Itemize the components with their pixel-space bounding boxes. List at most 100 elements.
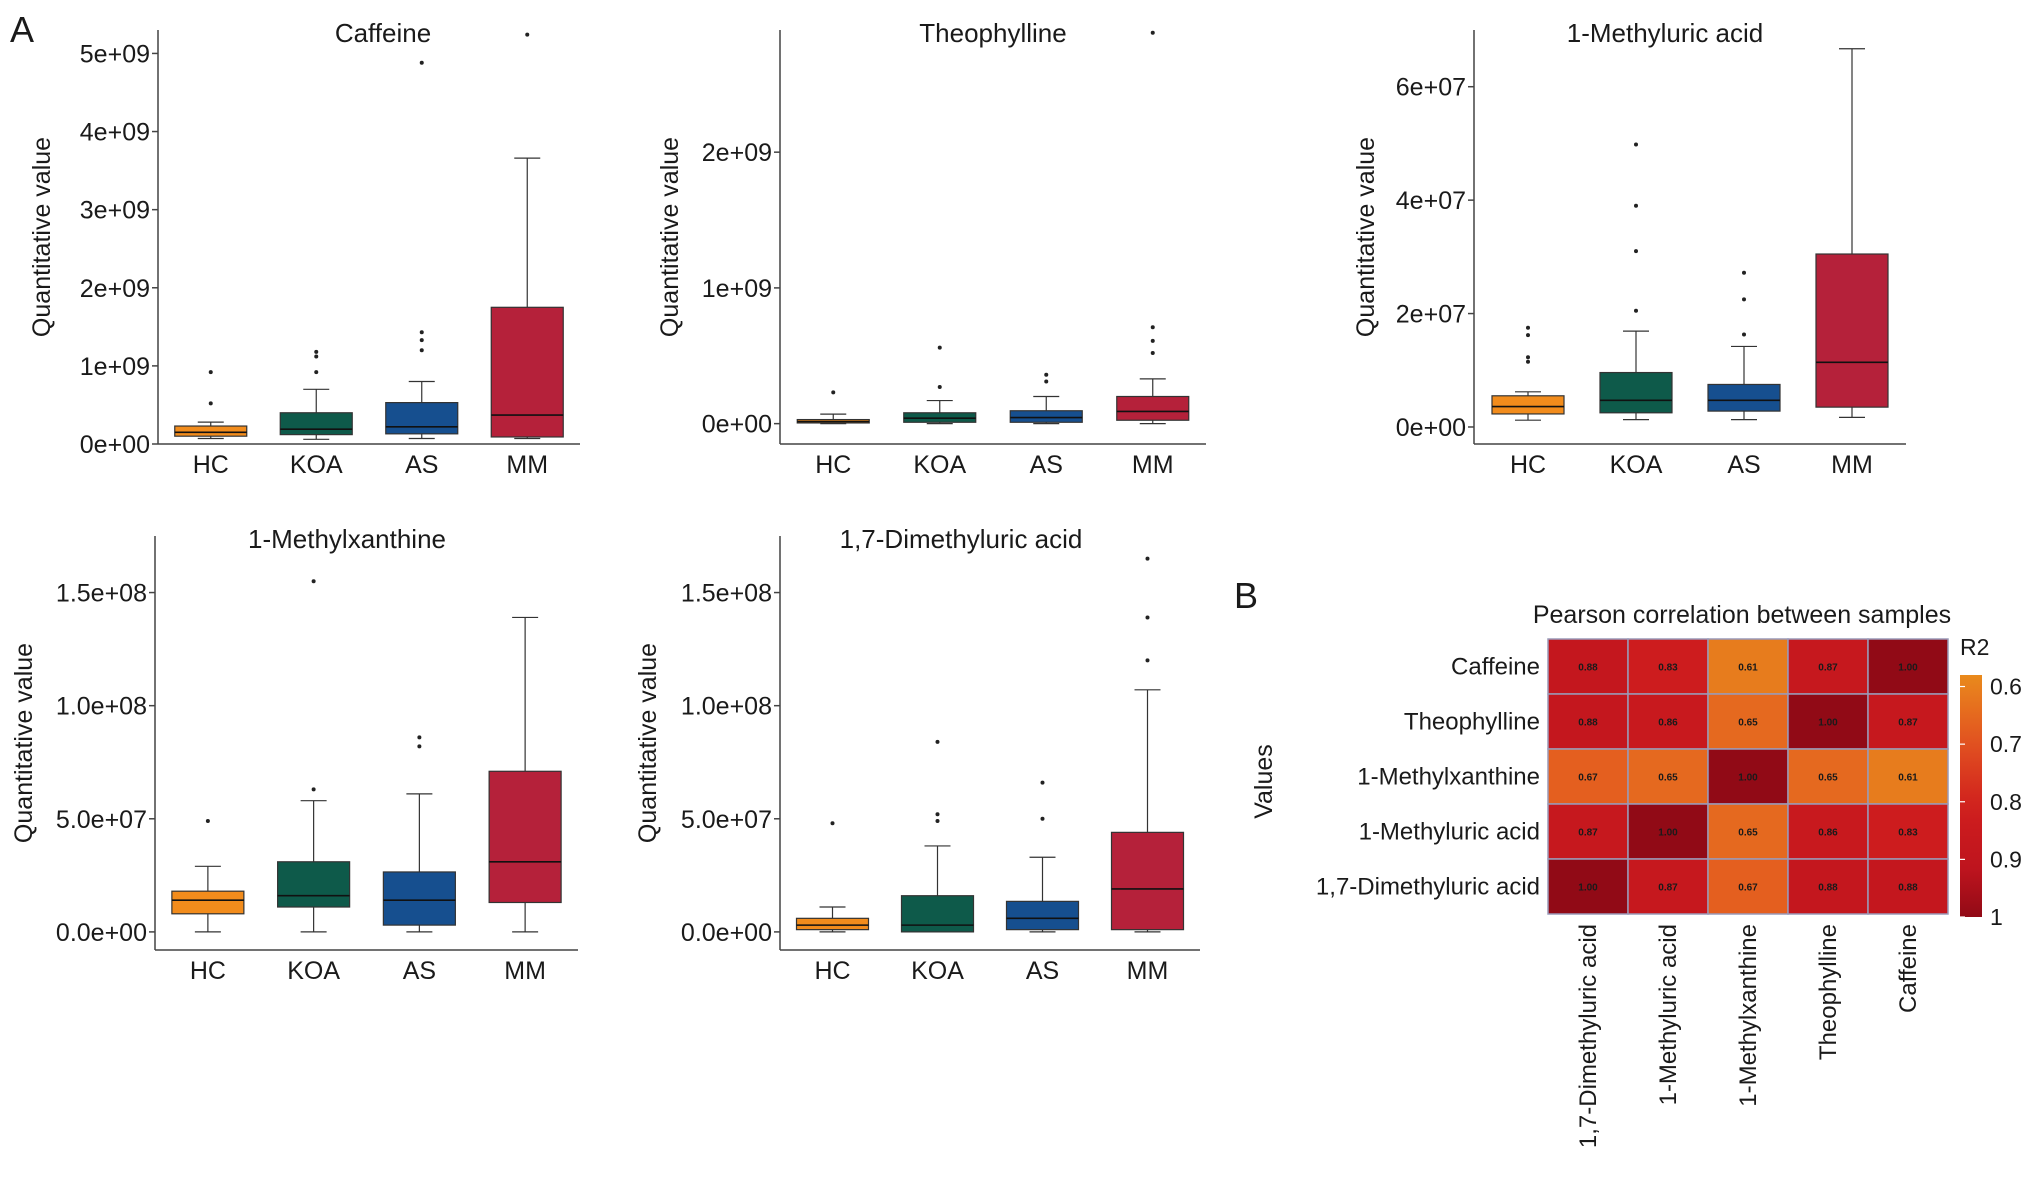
x-category-label: AS [1026,957,1059,985]
y-axis-label: Quantitative value [656,137,684,337]
outlier-point [417,735,422,740]
outlier-point [205,819,210,824]
outlier-point [1526,355,1530,360]
outlier-point [1040,780,1045,785]
x-category-label: HC [814,957,850,985]
outlier-point [1742,297,1746,302]
outlier-point [830,821,835,826]
heatmap-column-label: 1,7-Dimethyluric acid [1575,924,1602,1148]
x-category-label: MM [1132,451,1174,479]
y-axis-label: Quantitative value [28,137,56,337]
correlation-heatmap: Pearson correlation between samples 0.88 0… [1250,601,2022,1148]
outlier-point [1742,270,1746,275]
box-koa [1599,142,1673,421]
y-tick-label: 0.0e+00 [681,919,772,947]
box-iqr [1005,900,1080,931]
heatmap-cell-value: 0.83 [1658,663,1678,674]
heatmap-cell [1867,803,1949,860]
box-mm [1116,30,1190,425]
outlier-point [1150,351,1155,356]
heatmap-cell-value: 0.88 [1898,883,1918,894]
y-tick-label: 0.0e+00 [56,919,147,947]
heatmap-cell-value: 0.87 [1898,718,1918,729]
heatmap-column-label: Theophylline [1815,924,1842,1060]
box-plot-1-7-dimethyluric-acid: 1,7-Dimethyluric acid Quantitative value 0… [634,524,1200,985]
heatmap-cell-value: 0.65 [1738,828,1758,839]
heatmap-cell [1627,693,1709,750]
outlier-point [1145,658,1150,663]
heatmap-cell-value: 0.83 [1898,828,1918,839]
heatmap-cell-value: 0.87 [1818,663,1838,674]
y-tick-label: 0e+00 [80,431,150,459]
box-iqr [1707,383,1781,412]
outlier-point [314,354,319,359]
box-koa [279,349,353,440]
legend-colorbar [1960,675,1982,917]
heatmap-cell [1627,748,1709,805]
heatmap-cell-value: 0.61 [1738,663,1758,674]
x-category-label: KOA [290,451,343,479]
outlier-point [831,390,836,395]
heatmap-cell-value: 1.00 [1898,663,1918,674]
chart-title: 1-Methylxanthine [248,524,446,554]
outlier-point [937,384,942,389]
box-iqr [1491,395,1565,415]
box-mm [1815,48,1889,418]
box-hc [171,819,245,933]
y-tick-label: 1.0e+08 [681,693,772,721]
outlier-point [419,338,424,343]
legend-tick-label: 0.8 [1990,789,2022,815]
heatmap-cell [1787,748,1869,805]
box-iqr [490,306,564,438]
x-category-label: AS [403,957,436,985]
heatmap-cell [1707,858,1789,915]
y-axis-label: Quantitative value [10,643,38,843]
heatmap-column-label: 1-Methylxanthine [1735,924,1762,1107]
heatmap-row-label: 1-Methylxanthine [1357,764,1540,791]
heatmap-cell [1787,693,1869,750]
outlier-point [1044,372,1049,377]
heatmap-y-axis-label: Values [1250,744,1278,819]
heatmap-cell [1627,858,1709,915]
y-axis-label: Quantitative value [1352,137,1380,337]
outlier-point [1040,816,1045,821]
x-category-label: AS [1727,451,1760,479]
box-hc [174,370,248,440]
outlier-point [1145,556,1150,561]
box-iqr [1116,395,1190,421]
box-hc [795,821,870,933]
outlier-point [1526,359,1530,364]
heatmap-row-label: Caffeine [1451,654,1540,681]
y-tick-label: 1e+09 [80,353,150,381]
outlier-point [1634,249,1638,254]
heatmap-cell [1867,858,1949,915]
heatmap-cell-value: 0.65 [1818,773,1838,784]
x-category-label: HC [815,451,851,479]
heatmap-title: Pearson correlation between samples [1533,601,1951,629]
outlier-point [419,330,424,335]
box-koa [903,345,977,425]
box-mm [488,616,562,933]
box-iqr [1599,371,1673,414]
heatmap-cell [1627,803,1709,860]
outlier-point [935,812,940,817]
box-iqr [900,895,975,933]
box-plot-1-methylxanthine: 1-Methylxanthine Quantitative value 0.0e+0… [10,524,578,985]
outlier-point [314,349,319,354]
box-as [385,60,459,440]
y-tick-label: 1.5e+08 [56,580,147,608]
x-category-label: MM [504,957,546,985]
heatmap-cell-value: 0.65 [1658,773,1678,784]
outlier-point [1150,30,1155,35]
heatmap-cell [1707,748,1789,805]
heatmap-cell-value: 1.00 [1818,718,1838,729]
y-tick-label: 2e+09 [80,275,150,303]
heatmap-cell-value: 1.00 [1738,773,1758,784]
y-axis-label: Quantitative value [634,643,662,843]
box-iqr [795,917,870,931]
outlier-point [525,32,530,37]
x-category-label: KOA [911,957,964,985]
box-iqr [1009,410,1083,423]
outlier-point [417,744,422,749]
